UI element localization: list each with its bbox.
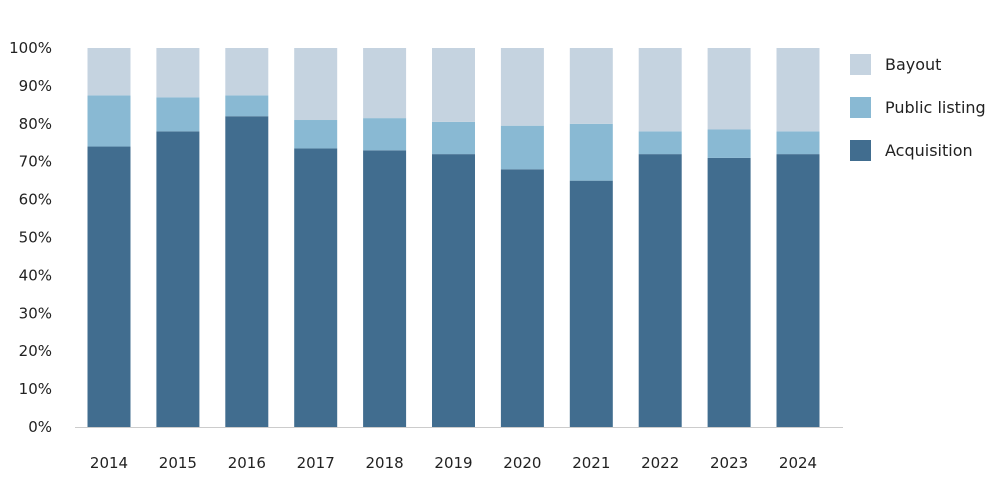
bar-acquisition-2017 [294,148,338,427]
x-tick-label: 2023 [710,454,748,472]
bar-acquisition-2018 [363,150,407,427]
bar-acquisition-2014 [87,146,131,428]
bar-public-listing-2015 [156,97,200,132]
x-tick-label: 2014 [90,454,128,472]
bar-bayout-2022 [638,48,682,132]
bar-public-listing-2016 [225,95,269,117]
x-tick-label: 2022 [641,454,679,472]
y-tick-label: 40% [19,266,52,284]
legend-swatch-acquisition [850,140,871,161]
bar-bayout-2020 [500,48,544,126]
x-tick-label: 2018 [366,454,404,472]
x-tick-label: 2015 [159,454,197,472]
x-tick-label: 2021 [572,454,610,472]
x-tick-label: 2019 [434,454,472,472]
bar-public-listing-2022 [638,131,682,155]
bar-public-listing-2019 [432,121,475,155]
bar-public-listing-2023 [707,129,751,158]
y-tick-label: 10% [19,380,52,398]
bar-bayout-2021 [569,48,613,124]
legend-label-public-listing: Public listing [885,98,986,117]
bar-public-listing-2017 [294,120,338,149]
y-tick-label: 70% [19,153,52,171]
bar-acquisition-2020 [500,169,544,427]
y-tick-label: 20% [19,342,52,360]
bar-bayout-2023 [707,48,751,130]
bar-bayout-2017 [294,48,338,121]
legend-swatch-bayout [850,54,871,75]
bar-acquisition-2019 [432,154,475,427]
y-tick-label: 30% [19,304,52,322]
bar-acquisition-2021 [569,180,613,427]
bar-bayout-2018 [363,48,407,119]
bar-public-listing-2018 [363,118,407,151]
y-axis-ticks: 0% 10% 20% 30% 40% 50% 60% 70% 80% 90% 100% [9,39,52,436]
bar-bayout-2014 [87,48,131,96]
bar-public-listing-2014 [87,95,131,147]
legend-label-bayout: Bayout [885,55,941,74]
bar-bayout-2024 [776,48,820,132]
x-tick-label: 2016 [228,454,266,472]
x-tick-label: 2020 [503,454,541,472]
bars-group [87,48,820,428]
legend-label-acquisition: Acquisition [885,141,973,160]
x-tick-label: 2017 [297,454,335,472]
y-tick-label: 0% [28,418,52,436]
bar-acquisition-2023 [707,157,751,427]
bar-public-listing-2021 [569,123,613,181]
bar-public-listing-2020 [500,125,544,170]
bar-bayout-2015 [156,48,200,98]
bar-acquisition-2024 [776,154,820,427]
y-tick-label: 100% [9,39,52,57]
y-tick-label: 50% [19,229,52,247]
bar-acquisition-2015 [156,131,200,427]
y-tick-label: 90% [19,77,52,95]
bar-bayout-2019 [432,48,475,122]
bar-acquisition-2016 [225,116,269,427]
x-tick-label: 2024 [779,454,817,472]
y-tick-label: 80% [19,115,52,133]
bar-public-listing-2024 [776,131,820,155]
x-axis-ticks: 2014 2015 2016 2017 2018 2019 2020 2021 2022 2023… [90,454,817,472]
bar-acquisition-2022 [638,154,682,427]
y-tick-label: 60% [19,191,52,209]
legend-swatch-public-listing [850,97,871,118]
bar-bayout-2016 [225,48,269,96]
legend: Bayout Public listing Acquisition [850,54,986,161]
